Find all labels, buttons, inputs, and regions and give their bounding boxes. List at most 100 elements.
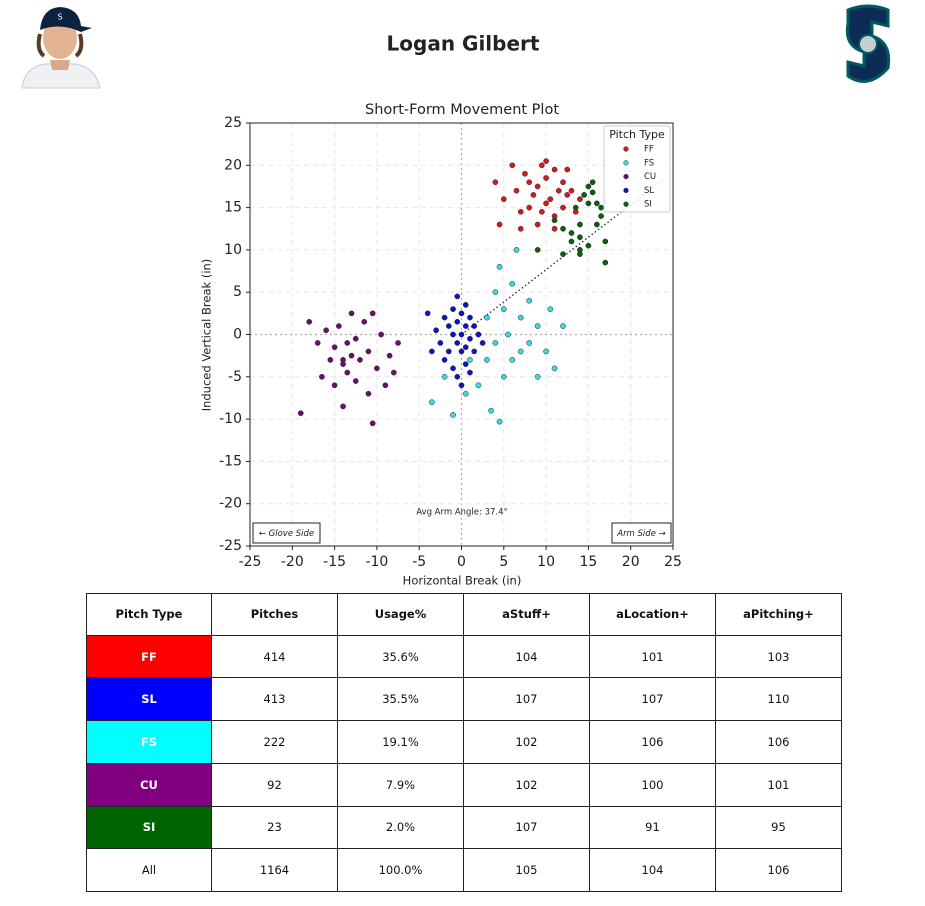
data-point <box>450 412 456 418</box>
data-point <box>462 344 469 351</box>
data-point <box>484 357 490 363</box>
legend-marker <box>623 160 629 166</box>
data-point <box>594 200 600 207</box>
header-cell: aStuff+ <box>463 593 590 636</box>
y-tick-label: 5 <box>233 284 242 300</box>
data-point <box>560 179 566 186</box>
data-point <box>585 242 592 249</box>
table-cell: 101 <box>715 762 842 807</box>
data-point <box>551 217 558 224</box>
team-logo <box>845 4 891 83</box>
data-point <box>314 340 321 346</box>
y-tick-label: -15 <box>219 453 242 469</box>
data-point <box>543 158 549 164</box>
annotation-box <box>252 522 321 544</box>
data-point <box>598 213 604 219</box>
table-cell: 19.1% <box>337 720 464 764</box>
x-tick-label: 15 <box>579 554 597 570</box>
data-point <box>526 179 533 186</box>
data-point <box>335 323 342 329</box>
table-cell: 101 <box>589 634 716 679</box>
data-point <box>429 399 435 406</box>
table-cell: 106 <box>715 848 842 892</box>
data-point <box>471 348 478 355</box>
table-cell: 414 <box>211 634 338 679</box>
data-point <box>365 348 372 355</box>
data-point <box>445 348 452 355</box>
data-point <box>348 352 355 359</box>
data-point <box>458 348 465 355</box>
data-point <box>458 331 465 338</box>
header-cell: Pitch Type <box>86 593 212 636</box>
data-point <box>577 234 583 241</box>
data-point <box>462 390 469 397</box>
data-point <box>369 310 376 317</box>
data-point <box>488 407 494 414</box>
x-tick-label: 10 <box>537 554 555 570</box>
data-point <box>496 263 503 270</box>
table-cell: 222 <box>211 720 338 764</box>
table-cell: 2.0% <box>337 805 464 850</box>
x-axis-label: Horizontal Break (in) <box>403 574 522 588</box>
y-axis-label: Induced Vertical Break (in) <box>200 259 214 412</box>
data-point <box>534 183 541 190</box>
data-point <box>450 306 456 312</box>
data-point <box>560 204 566 211</box>
y-tick-label: 0 <box>233 327 242 343</box>
table-cell: 1164 <box>211 848 338 892</box>
table-cell: FF <box>86 634 212 679</box>
data-point <box>441 373 448 380</box>
data-point <box>560 251 566 257</box>
data-point <box>551 365 558 372</box>
data-point <box>492 340 499 346</box>
headshot: S <box>18 4 102 89</box>
data-point <box>386 352 393 359</box>
data-point <box>517 314 524 321</box>
data-point <box>543 348 549 355</box>
data-point <box>327 357 334 363</box>
data-point <box>496 221 503 228</box>
data-point <box>331 344 338 351</box>
data-point <box>496 418 503 425</box>
data-point <box>560 323 566 329</box>
table-cell: SL <box>86 677 212 722</box>
header-cell: Pitches <box>211 593 338 636</box>
legend-label: SI <box>644 200 652 210</box>
arm-angle-label: Avg Arm Angle: 37.4° <box>416 508 508 518</box>
data-point <box>602 259 609 266</box>
data-point <box>361 318 368 325</box>
y-tick-label: -10 <box>219 411 242 427</box>
data-point <box>551 166 558 173</box>
table-cell: 106 <box>715 720 842 764</box>
legend-marker <box>623 174 629 180</box>
data-point <box>344 369 351 376</box>
data-point <box>458 310 465 317</box>
data-point <box>509 162 516 169</box>
table-cell: 105 <box>463 848 590 892</box>
data-point <box>500 306 507 312</box>
x-tick-label: 25 <box>664 554 682 570</box>
data-point <box>374 365 380 372</box>
table-cell: 95 <box>715 805 842 850</box>
header-cell: aLocation+ <box>589 593 716 636</box>
data-point <box>484 314 490 321</box>
data-point <box>564 192 571 198</box>
data-point <box>585 200 592 207</box>
data-point <box>369 420 376 427</box>
data-point <box>357 357 363 363</box>
data-point <box>445 323 452 329</box>
data-point <box>517 208 524 215</box>
data-point <box>543 175 549 181</box>
data-point <box>454 340 461 346</box>
x-tick-label: -15 <box>323 554 346 570</box>
table-cell: 91 <box>589 805 716 850</box>
data-point <box>424 310 431 317</box>
data-point <box>585 183 592 190</box>
legend-label: SL <box>644 186 654 196</box>
legend-label: FS <box>644 158 654 168</box>
x-tick-label: 20 <box>622 554 640 570</box>
glove-side-label: ← Glove Side <box>259 529 314 539</box>
data-point <box>534 221 541 228</box>
table-cell: 413 <box>211 677 338 722</box>
data-point <box>560 225 566 232</box>
